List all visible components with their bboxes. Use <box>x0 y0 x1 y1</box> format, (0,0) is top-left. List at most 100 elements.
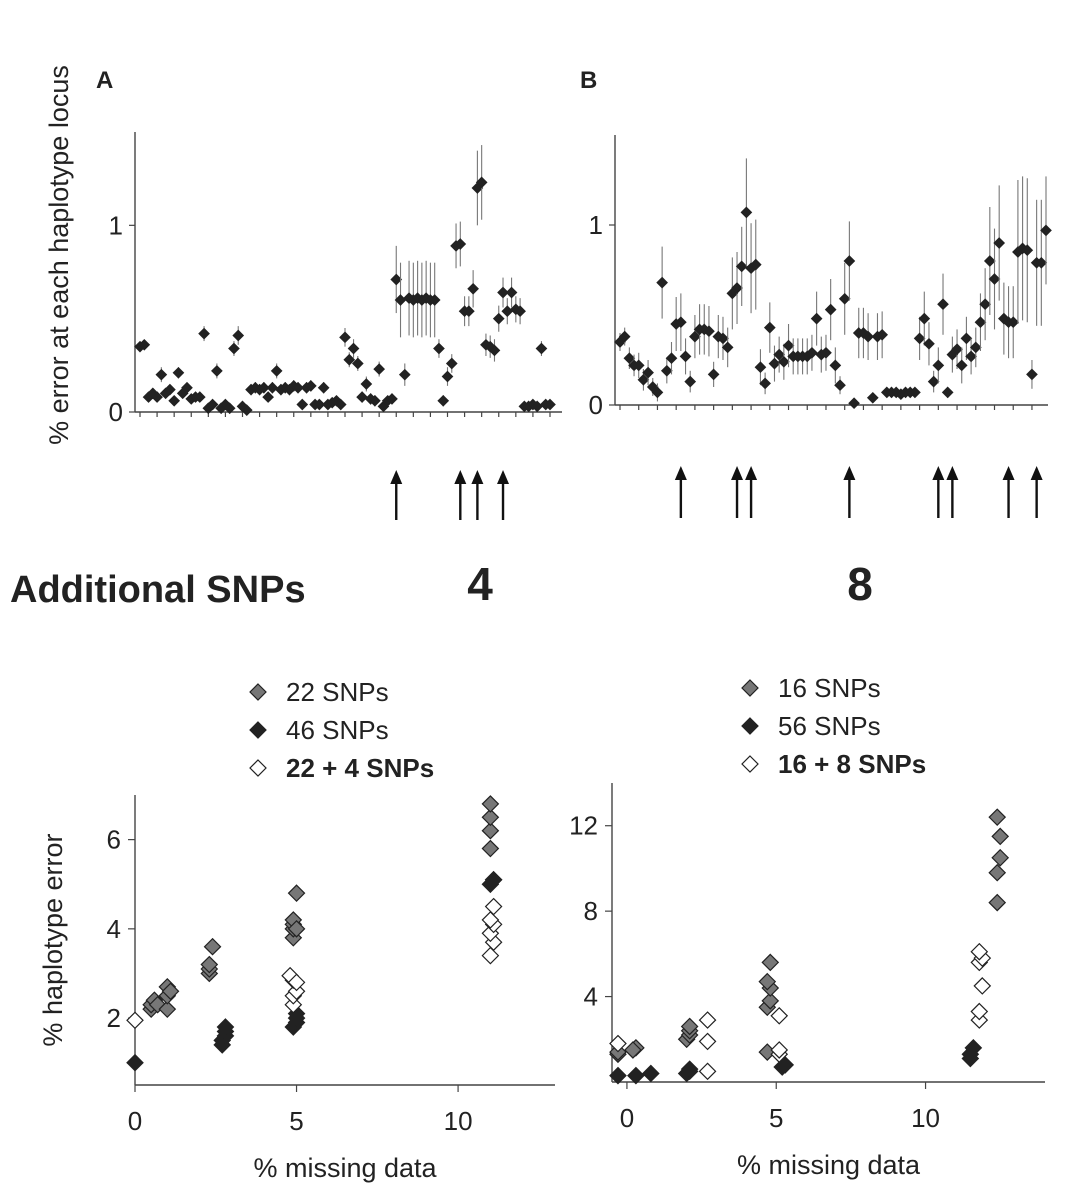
data-point <box>151 391 163 403</box>
data-point <box>433 342 445 355</box>
snp-arrow-head <box>390 470 403 484</box>
data-point <box>544 398 556 411</box>
data-point <box>126 1011 144 1030</box>
data-point <box>806 346 818 359</box>
x-axis-label: % missing data <box>253 1153 437 1183</box>
legend-marker <box>249 683 267 701</box>
y-tick-label: 1 <box>109 210 123 240</box>
data-point <box>770 1006 789 1025</box>
data-point <box>296 398 309 411</box>
data-point <box>514 305 526 318</box>
data-point <box>703 325 715 338</box>
data-point <box>866 391 879 404</box>
y-tick-label: 12 <box>569 811 598 841</box>
data-point <box>467 282 479 295</box>
data-point <box>754 361 767 374</box>
data-point <box>689 330 701 343</box>
data-point <box>988 808 1007 827</box>
data-point <box>228 342 240 355</box>
panel-label-b: B <box>580 67 597 94</box>
data-point <box>707 368 720 381</box>
data-point <box>351 357 364 370</box>
y-tick-label: 4 <box>584 982 598 1012</box>
data-point <box>126 1053 144 1072</box>
data-point <box>763 321 776 334</box>
data-point <box>475 176 488 189</box>
data-point <box>680 1017 699 1036</box>
additional-count-b: 8 <box>847 558 873 610</box>
data-point <box>266 381 279 394</box>
x-tick-label: 10 <box>444 1106 473 1136</box>
data-point <box>164 383 176 396</box>
chart-b-bottom: 0 5 10 4 8 12 % missing data 16 SNPs 56 SNPs 16 +… <box>569 673 1045 1180</box>
y-tick-label: 6 <box>107 825 121 855</box>
data-point <box>759 377 771 390</box>
data-point <box>181 381 193 394</box>
data-point <box>679 350 692 363</box>
data-point <box>398 368 411 381</box>
data-point <box>356 391 368 403</box>
legend-marker <box>741 717 759 735</box>
data-point <box>623 352 636 365</box>
data-point <box>270 365 283 377</box>
data-point <box>937 298 949 311</box>
data-point <box>292 381 304 394</box>
additional-snps-label: Additional SNPs <box>10 569 306 611</box>
snp-arrow-head <box>932 466 945 480</box>
data-point <box>1040 224 1052 237</box>
data-point <box>203 937 222 956</box>
data-point <box>262 391 274 403</box>
data-point <box>988 893 1007 912</box>
data-point <box>698 1032 717 1051</box>
additional-count-a: 4 <box>467 558 493 610</box>
data-point <box>913 332 926 345</box>
data-point <box>660 364 673 377</box>
data-point <box>158 1000 177 1019</box>
data-point <box>970 942 989 961</box>
data-point <box>390 273 403 286</box>
data-point <box>484 897 503 916</box>
data-point <box>287 884 306 903</box>
data-point <box>481 808 500 827</box>
data-point <box>974 316 987 329</box>
data-point <box>428 294 441 306</box>
data-point <box>979 298 991 311</box>
legend-marker <box>741 679 759 697</box>
data-point <box>749 258 762 271</box>
data-point <box>138 338 151 351</box>
data-point <box>339 331 351 344</box>
legend-label: 16 + 8 SNPs <box>778 749 926 779</box>
data-point <box>394 294 407 306</box>
y-tick-label: 2 <box>107 1003 121 1033</box>
snp-arrow-head <box>674 466 687 480</box>
legend-marker <box>741 755 759 773</box>
y-tick-label: 0 <box>109 397 123 427</box>
data-point <box>1007 316 1020 329</box>
data-point <box>848 397 860 410</box>
data-point <box>770 1041 789 1059</box>
snp-arrow-head <box>745 466 758 480</box>
legend-marker <box>249 759 267 777</box>
data-point <box>481 821 500 840</box>
data-point <box>684 375 697 388</box>
legend-label: 22 SNPs <box>286 677 389 707</box>
data-point <box>965 350 977 363</box>
data-point <box>876 328 889 341</box>
data-point <box>735 260 748 273</box>
data-point <box>609 1034 627 1053</box>
legend-label: 16 SNPs <box>778 673 881 703</box>
data-point <box>969 341 982 354</box>
data-point <box>651 386 664 399</box>
data-point <box>627 1066 645 1085</box>
data-point <box>973 977 992 995</box>
data-point <box>373 363 386 375</box>
data-point <box>988 863 1007 882</box>
data-point <box>284 995 303 1014</box>
snp-arrow-head <box>1002 466 1015 480</box>
data-point <box>535 342 548 355</box>
chart-a-bottom: 0 5 10 2 4 6 % missing data % haplotype error 22… <box>38 677 555 1183</box>
data-point <box>211 365 223 377</box>
data-point <box>824 303 837 316</box>
data-point <box>829 359 842 372</box>
data-point <box>680 1060 699 1079</box>
